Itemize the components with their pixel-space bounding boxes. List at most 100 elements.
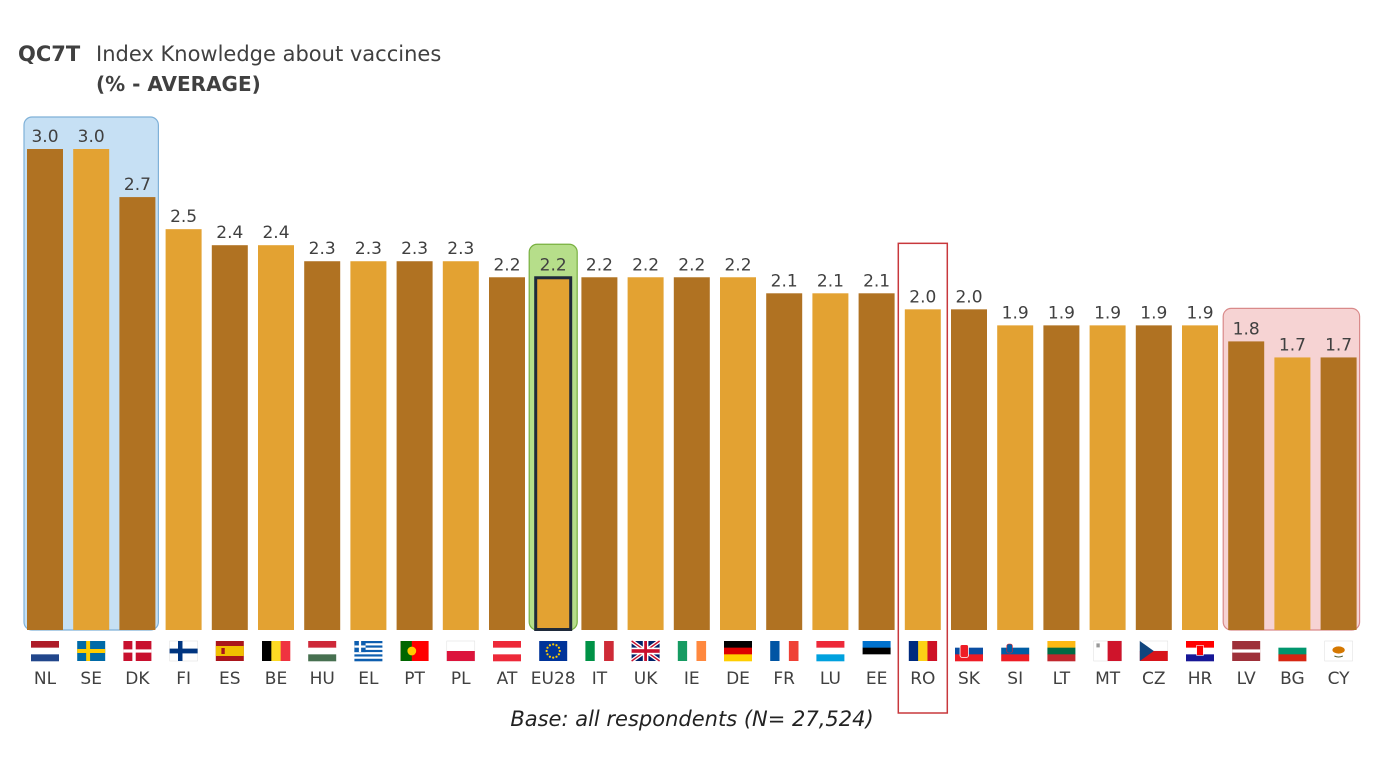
category-label-at: AT [497,669,518,689]
category-label-eu28: EU28 [531,669,576,689]
value-label-bg: 1.7 [1279,335,1306,355]
flag-si-icon [1001,641,1030,662]
value-label-si: 1.9 [1002,303,1029,323]
bar-hr [1182,325,1218,630]
category-label-hu: HU [310,669,335,689]
bar-be [258,245,294,630]
flag-cz-icon [1139,640,1169,661]
category-label-hr: HR [1188,669,1213,689]
bar-lv [1228,341,1265,630]
value-label-lv: 1.8 [1233,319,1260,339]
bar-si [997,325,1034,630]
category-label-be: BE [265,669,287,689]
value-label-nl: 3.0 [31,127,58,147]
bar-uk [627,277,664,630]
flag-pl-icon [446,640,476,662]
flag-eu-icon [539,641,568,661]
flag-mt-icon [1093,640,1122,662]
flag-bg-icon [1278,641,1307,662]
bar-de [720,277,756,630]
flag-dk-icon [123,641,152,661]
value-label-eu28: 2.2 [540,255,567,275]
category-label-it: IT [592,669,608,689]
bar-bg [1274,357,1311,630]
flag-pt-icon [400,641,429,661]
bar-ro [904,309,941,630]
country-flags [31,639,1353,663]
value-label-mt: 1.9 [1094,303,1121,323]
bar-dk [119,197,156,630]
flag-de-icon [724,641,752,662]
category-label-si: SI [1007,669,1023,689]
bar-cz [1135,325,1172,630]
bar-el [350,261,387,630]
category-label-se: SE [80,669,102,689]
category-label-bg: BG [1280,669,1305,689]
category-label-lu: LU [820,669,841,689]
bar-cy [1320,357,1357,630]
flag-lt-icon [1047,641,1076,662]
category-label-es: ES [219,669,241,689]
bar-lt [1043,325,1080,630]
category-label-pl: PL [451,669,471,689]
category-label-sk: SK [958,669,981,689]
bar-lu [812,293,849,630]
flag-es-icon [215,641,244,661]
category-labels: NL SE DK FI ES BE HU EL PT PL AT EU28 IT UK IE DE FR LU EE… [34,669,1350,689]
flag-lu-icon [816,641,845,662]
flag-lv-icon [1232,641,1261,661]
eu28-bar-outline [534,276,573,631]
flag-fi-icon [169,640,198,662]
category-label-uk: UK [634,669,658,689]
value-label-es: 2.4 [216,223,243,243]
category-label-nl: NL [34,669,57,689]
category-label-ie: IE [684,669,700,689]
category-label-ro: RO [910,669,935,689]
bar-fi [165,229,202,630]
value-label-pl: 2.3 [447,239,474,259]
bar-es [211,245,248,630]
category-label-ee: EE [866,669,887,689]
value-label-lu: 2.1 [817,271,844,291]
category-label-lt: LT [1053,669,1071,689]
category-label-mt: MT [1095,669,1121,689]
bar-at [489,277,525,630]
value-label-ie: 2.2 [678,255,705,275]
category-label-de: DE [726,669,750,689]
bar-se [73,149,110,630]
value-label-fr: 2.1 [771,271,798,291]
bar-it [581,277,618,630]
flag-ro-icon [908,641,938,661]
value-label-sk: 2.0 [955,287,982,307]
value-label-se: 3.0 [78,127,105,147]
value-label-el: 2.3 [355,239,382,259]
question-code: QC7T [18,42,81,66]
value-label-it: 2.2 [586,255,613,275]
flag-hu-icon [308,641,337,662]
highlight-overlays [534,242,949,714]
flag-ie-icon [677,641,707,661]
category-label-fi: FI [176,669,191,689]
value-label-ee: 2.1 [863,271,890,291]
category-label-dk: DK [125,669,150,689]
value-label-hr: 1.9 [1186,303,1213,323]
flag-cy-icon [1324,640,1353,662]
flag-uk-icon [630,639,661,663]
flag-be-icon [262,641,291,661]
category-label-el: EL [358,669,379,689]
category-label-cy: CY [1328,669,1351,689]
bar-pt [396,261,433,630]
bar-hu [304,261,341,630]
bar-eu28 [535,277,572,630]
value-label-hu: 2.3 [309,239,336,259]
value-labels: 3.0 3.0 2.7 2.5 2.4 2.4 2.3 2.3 2.3 2.3 2.2 2.2 2.2 2… [31,127,1352,355]
flag-hr-icon [1186,641,1214,662]
category-label-lv: LV [1237,669,1257,689]
bar-series [27,149,1357,630]
value-label-cz: 1.9 [1140,303,1167,323]
chart-subtitle: (% - AVERAGE) [96,72,261,96]
bar-ie [673,277,710,630]
flag-fr-icon [770,641,799,661]
value-label-dk: 2.7 [124,175,151,195]
